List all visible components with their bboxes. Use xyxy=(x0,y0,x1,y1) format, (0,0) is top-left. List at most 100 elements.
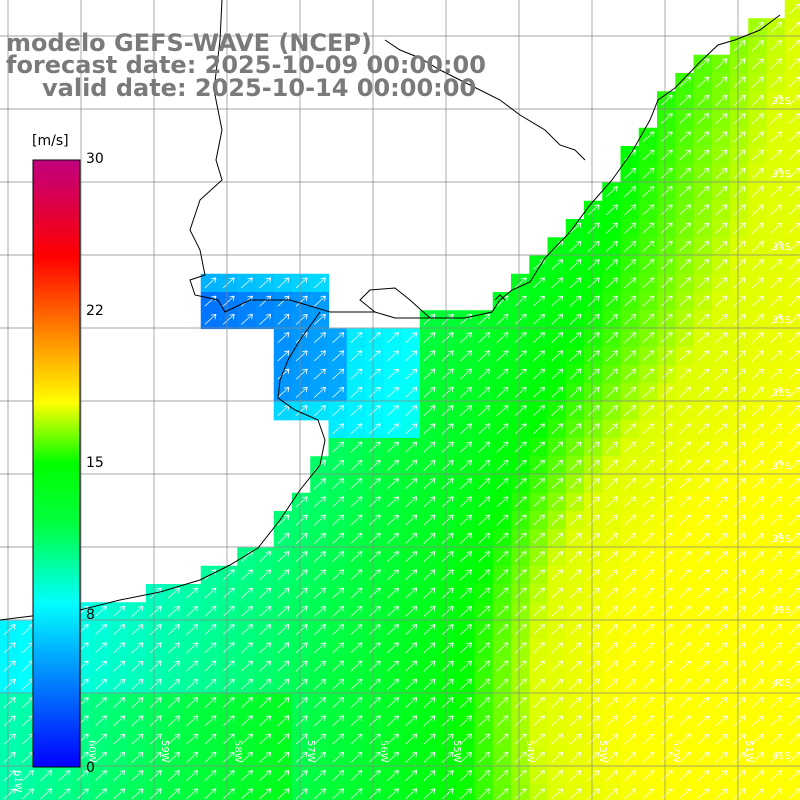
wind-arrow xyxy=(733,131,746,143)
wind-arrow xyxy=(3,715,16,727)
wind-arrow xyxy=(660,496,673,508)
wind-arrow xyxy=(441,405,454,417)
wind-arrow xyxy=(222,587,235,599)
wind-cell xyxy=(602,784,622,800)
wind-arrow xyxy=(678,660,691,672)
wind-arrow xyxy=(569,441,582,453)
wind-arrow xyxy=(350,532,363,544)
wind-arrow xyxy=(678,642,691,654)
wind-arrow xyxy=(441,697,454,709)
wind-arrow xyxy=(678,496,691,508)
wind-arrow xyxy=(496,751,509,763)
wind-arrow xyxy=(405,697,418,709)
wind-arrow xyxy=(660,149,673,161)
wind-arrow xyxy=(222,788,235,800)
wind-arrow xyxy=(259,733,272,745)
wind-arrow xyxy=(624,259,637,271)
wind-arrow xyxy=(569,222,582,234)
wind-arrow xyxy=(459,496,472,508)
wind-arrow xyxy=(532,587,545,599)
wind-arrow xyxy=(295,642,308,654)
wind-arrow xyxy=(733,532,746,544)
wind-arrow xyxy=(605,678,618,690)
wind-arrow xyxy=(770,259,783,271)
wind-arrow xyxy=(733,405,746,417)
wind-arrow xyxy=(240,697,253,709)
wind-arrow xyxy=(313,350,326,362)
wind-arrow xyxy=(350,405,363,417)
wind-arrow xyxy=(277,733,290,745)
wind-arrow xyxy=(532,332,545,344)
wind-arrow xyxy=(678,368,691,380)
title-valid-date: valid date: 2025-10-14 00:00:00 xyxy=(42,74,477,102)
wind-arrow xyxy=(332,642,345,654)
wind-cell xyxy=(784,219,800,238)
wind-arrow xyxy=(94,660,107,672)
wind-arrow xyxy=(167,770,180,782)
wind-arrow xyxy=(733,770,746,782)
wind-arrow xyxy=(642,259,655,271)
wind-arrow xyxy=(770,496,783,508)
lat-label: 32S xyxy=(772,96,791,107)
wind-arrow xyxy=(551,751,564,763)
wind-arrow xyxy=(459,332,472,344)
wind-arrow xyxy=(113,605,126,617)
title-forecast-date: forecast date: 2025-10-09 00:00:00 xyxy=(6,51,486,79)
wind-arrow xyxy=(605,386,618,398)
wind-arrow xyxy=(259,788,272,800)
wind-arrow xyxy=(660,788,673,800)
wind-arrow xyxy=(131,642,144,654)
wind-arrow xyxy=(313,532,326,544)
wind-arrow xyxy=(733,751,746,763)
wind-arrow xyxy=(441,459,454,471)
wind-arrow xyxy=(423,332,436,344)
wind-arrow xyxy=(605,405,618,417)
wind-arrow xyxy=(733,58,746,70)
wind-arrow xyxy=(459,478,472,490)
wind-arrow xyxy=(405,441,418,453)
wind-arrow xyxy=(551,569,564,581)
wind-arrow xyxy=(441,569,454,581)
wind-arrow xyxy=(642,295,655,307)
wind-arrow xyxy=(587,405,600,417)
wind-cell xyxy=(127,784,147,800)
wind-arrow xyxy=(532,350,545,362)
wind-arrow xyxy=(459,733,472,745)
wind-arrow xyxy=(715,441,728,453)
wind-arrow xyxy=(642,770,655,782)
wind-arrow xyxy=(697,332,710,344)
wind-arrows xyxy=(3,3,800,800)
wind-arrow xyxy=(368,733,381,745)
wind-arrow xyxy=(624,240,637,252)
wind-arrow xyxy=(405,605,418,617)
wind-arrow xyxy=(733,624,746,636)
wind-arrow xyxy=(478,642,491,654)
wind-arrow xyxy=(569,532,582,544)
wind-arrow xyxy=(678,605,691,617)
wind-arrow xyxy=(678,222,691,234)
wind-arrow xyxy=(569,605,582,617)
wind-arrow xyxy=(405,624,418,636)
wind-arrow xyxy=(405,332,418,344)
wind-arrow xyxy=(751,21,764,33)
wind-arrow xyxy=(569,277,582,289)
wind-arrow xyxy=(113,697,126,709)
wind-arrow xyxy=(259,569,272,581)
wind-arrow xyxy=(76,770,89,782)
wind-arrow xyxy=(441,350,454,362)
wind-arrow xyxy=(441,624,454,636)
wind-arrow xyxy=(733,277,746,289)
wind-arrow xyxy=(386,350,399,362)
wind-arrow xyxy=(697,514,710,526)
wind-cell xyxy=(784,657,800,676)
wind-arrow xyxy=(167,605,180,617)
wind-arrow xyxy=(514,551,527,563)
wind-arrow xyxy=(678,332,691,344)
wind-arrow xyxy=(405,770,418,782)
wind-arrow xyxy=(405,423,418,435)
wind-arrow xyxy=(624,313,637,325)
wind-arrow xyxy=(131,605,144,617)
wind-arrow xyxy=(715,587,728,599)
wind-arrow xyxy=(277,386,290,398)
coastline-bay xyxy=(0,311,326,621)
